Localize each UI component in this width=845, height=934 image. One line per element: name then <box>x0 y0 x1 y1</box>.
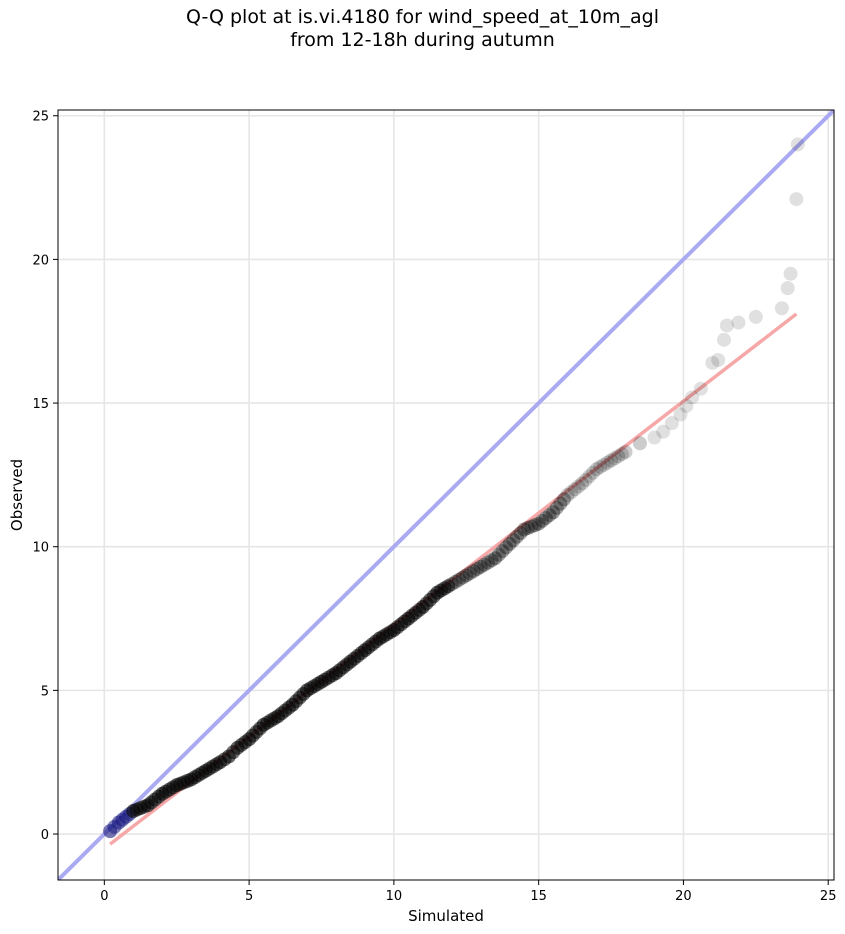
y-axis-ticks: 0 5 10 15 20 25 <box>32 110 58 843</box>
x-axis-ticks: 0 5 10 15 20 25 <box>100 880 836 904</box>
quantile-point <box>783 266 798 281</box>
quantile-point <box>705 355 720 370</box>
quantile-point <box>560 488 575 502</box>
quantile-point <box>673 407 688 422</box>
plot-frame <box>57 109 835 881</box>
quantile-point <box>633 436 647 451</box>
quantile-point <box>491 547 506 562</box>
quantile-point <box>679 398 694 413</box>
x-axis-label: Simulated <box>408 907 484 925</box>
quantile-point <box>611 449 626 464</box>
quantile-point <box>506 533 521 548</box>
y-tick-label: 0 <box>41 828 49 843</box>
quantile-point <box>780 281 795 296</box>
quantile-point <box>441 579 456 594</box>
quantile-point <box>502 536 517 551</box>
quantile-point <box>542 508 557 523</box>
quantile-point <box>452 572 467 587</box>
quantile-point <box>582 469 597 484</box>
quantile-point <box>604 453 619 468</box>
quantile-point <box>459 568 474 583</box>
x-tick-label: 20 <box>675 889 692 904</box>
quantile-point <box>509 529 524 544</box>
quantile-point <box>546 505 561 520</box>
quantile-point <box>473 559 488 574</box>
y-tick-label: 20 <box>32 253 49 268</box>
quantile-point <box>553 496 568 511</box>
y-tick-label: 10 <box>32 541 49 556</box>
x-tick-label: 10 <box>386 889 403 904</box>
chart-title: Q-Q plot at is.vi.4180 for wind_speed_at… <box>185 6 660 28</box>
quantile-point <box>535 513 550 528</box>
chart-subtitle: from 12-18h during autumn <box>290 29 555 51</box>
identity-line <box>58 110 834 880</box>
quantile-point <box>470 561 485 576</box>
quantile-point <box>585 465 600 480</box>
quantile-point <box>538 510 553 525</box>
quantile-point <box>556 492 571 507</box>
chart-title-block: Q-Q plot at is.vi.4180 for wind_speed_at… <box>0 6 845 52</box>
quantile-point <box>614 447 629 462</box>
quantile-point <box>693 381 708 396</box>
y-axis-label: Observed <box>8 459 26 531</box>
quantile-point <box>789 192 804 207</box>
quantile-point <box>600 455 615 470</box>
x-tick-label: 0 <box>100 889 108 904</box>
quantile-point <box>549 500 564 515</box>
quantile-point <box>477 557 492 572</box>
quantile-point <box>656 424 671 439</box>
quantile-point <box>564 485 579 500</box>
quantile-points-group <box>103 137 805 839</box>
quantile-point <box>513 526 528 541</box>
y-tick-label: 25 <box>32 110 49 125</box>
quantile-point <box>716 332 731 347</box>
y-tick-label: 5 <box>41 684 49 699</box>
quantile-point <box>480 555 495 570</box>
quantile-point <box>528 518 543 533</box>
quantile-point <box>462 566 477 581</box>
quantile-point <box>618 444 633 459</box>
quantile-point <box>571 479 586 494</box>
quantile-point <box>719 318 734 333</box>
quantile-point <box>499 540 514 555</box>
quantile-point <box>567 482 582 497</box>
quantile-point <box>790 137 805 152</box>
quantile-point <box>448 574 463 589</box>
grid <box>58 110 834 880</box>
quantile-point <box>455 570 470 585</box>
quantile-point <box>531 516 546 531</box>
y-tick-label: 15 <box>32 397 49 412</box>
quantile-point <box>664 416 679 431</box>
quantile-point <box>484 553 499 568</box>
quantile-point <box>685 390 700 405</box>
quantile-point <box>711 352 726 367</box>
x-tick-label: 25 <box>820 889 837 904</box>
quantile-point <box>495 544 510 559</box>
quantile-point <box>524 519 539 534</box>
quantile-point <box>575 476 590 491</box>
quantile-point <box>593 459 608 474</box>
quantile-point <box>578 472 593 487</box>
quantile-point <box>607 451 622 466</box>
quantile-point <box>466 564 481 579</box>
quantile-point <box>647 430 662 445</box>
quantile-point <box>520 521 535 536</box>
x-tick-label: 15 <box>530 889 547 904</box>
quantile-point <box>596 457 611 472</box>
quantile-point <box>731 315 746 330</box>
quantile-point <box>589 462 604 477</box>
quantile-point <box>488 551 503 566</box>
quantile-point <box>748 309 763 324</box>
quantile-point <box>774 301 789 316</box>
x-tick-label: 5 <box>245 889 253 904</box>
quantile-point <box>444 577 459 592</box>
identity-line-group <box>58 110 834 880</box>
quantile-point <box>517 522 532 537</box>
